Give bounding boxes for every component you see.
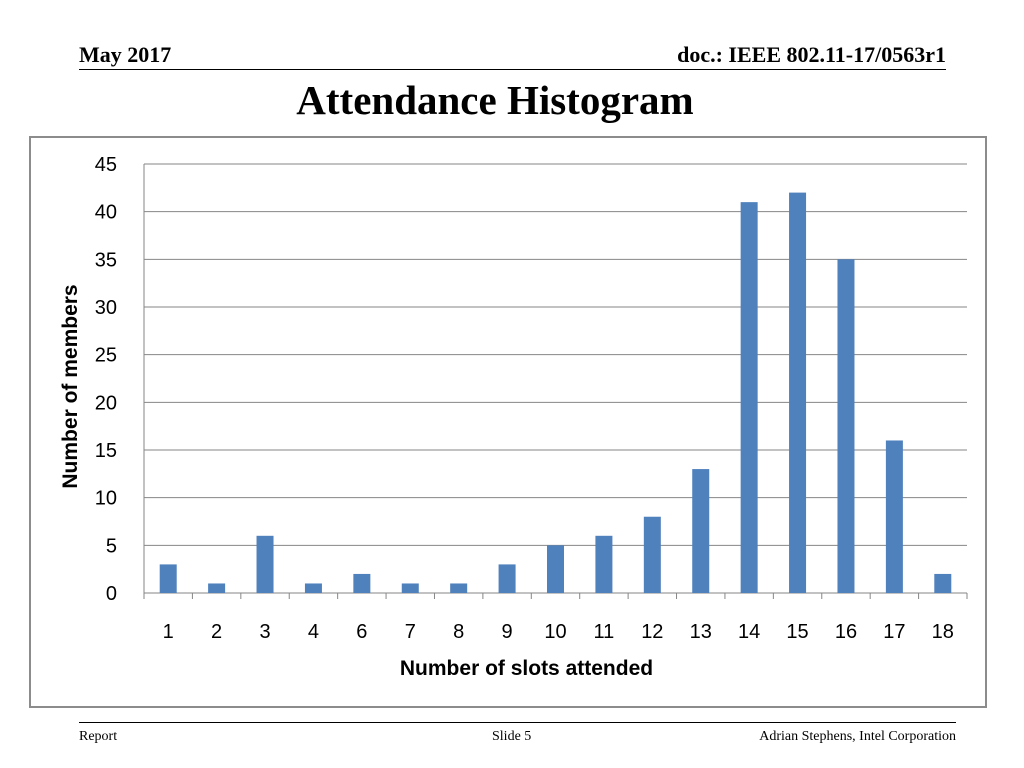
x-tick-16: 16: [835, 621, 857, 643]
footer-divider: [79, 722, 956, 723]
bar-4: [304, 583, 322, 593]
x-tick-labels: 1 2 3 4 6 7 8 9 10 11 12 13 14 15 16 17 18: [163, 621, 954, 643]
bar-10: [547, 545, 564, 593]
y-tick-15: 15: [95, 440, 117, 462]
x-tick-13: 13: [690, 621, 712, 643]
x-tick-3: 3: [259, 621, 270, 643]
y-tick-25: 25: [95, 345, 117, 367]
y-tick-40: 40: [95, 202, 117, 224]
bar-2: [208, 583, 226, 593]
bar-13: [692, 469, 710, 593]
y-tick-30: 30: [95, 297, 117, 319]
x-tick-12: 12: [641, 621, 663, 643]
header-doc-id: doc.: IEEE 802.11-17/0563r1: [677, 42, 946, 67]
footer-slide-number: Slide 5: [492, 729, 532, 744]
x-tick-6: 6: [356, 621, 367, 643]
bar-17: [885, 440, 903, 593]
bar-15: [789, 192, 807, 593]
bar-1: [159, 564, 177, 593]
grid-lines: [143, 163, 968, 599]
x-tick-1: 1: [163, 621, 174, 643]
x-tick-4: 4: [308, 621, 319, 643]
bar-11: [595, 535, 613, 593]
footer-left: Report: [79, 729, 118, 744]
x-axis-title: Number of slots attended: [400, 657, 653, 680]
x-tick-14: 14: [738, 621, 760, 643]
bar-14: [740, 202, 758, 593]
y-axis-title: Number of members: [59, 284, 82, 488]
x-tick-9: 9: [502, 621, 513, 643]
slide-title: Attendance Histogram: [296, 77, 694, 123]
x-tick-8: 8: [453, 621, 464, 643]
y-tick-35: 35: [95, 249, 117, 271]
bar-7: [401, 583, 419, 593]
bar-9: [498, 564, 516, 593]
header-date: May 2017: [79, 42, 172, 67]
y-tick-labels: 0 5 10 15 20 25 30 35 40 45: [95, 154, 117, 605]
x-tick-2: 2: [211, 621, 222, 643]
bar-6: [353, 573, 371, 593]
bar-3: [256, 535, 274, 593]
bar-16: [837, 259, 855, 593]
x-tick-7: 7: [405, 621, 416, 643]
x-tick-11: 11: [594, 621, 615, 643]
footer-author: Adrian Stephens, Intel Corporation: [759, 729, 956, 744]
bar-18: [934, 573, 952, 593]
y-tick-10: 10: [95, 488, 117, 510]
chart-frame: [29, 136, 987, 708]
bars: [159, 192, 952, 593]
y-tick-0: 0: [106, 583, 117, 605]
bar-12: [643, 516, 661, 593]
x-tick-15: 15: [786, 621, 808, 643]
y-tick-5: 5: [106, 535, 117, 557]
header-divider: [79, 69, 946, 70]
y-tick-20: 20: [95, 392, 117, 414]
bar-8: [450, 583, 468, 593]
x-tick-10: 10: [544, 621, 566, 643]
x-tick-17: 17: [883, 621, 905, 643]
y-tick-45: 45: [95, 154, 117, 176]
x-tick-18: 18: [932, 621, 954, 643]
